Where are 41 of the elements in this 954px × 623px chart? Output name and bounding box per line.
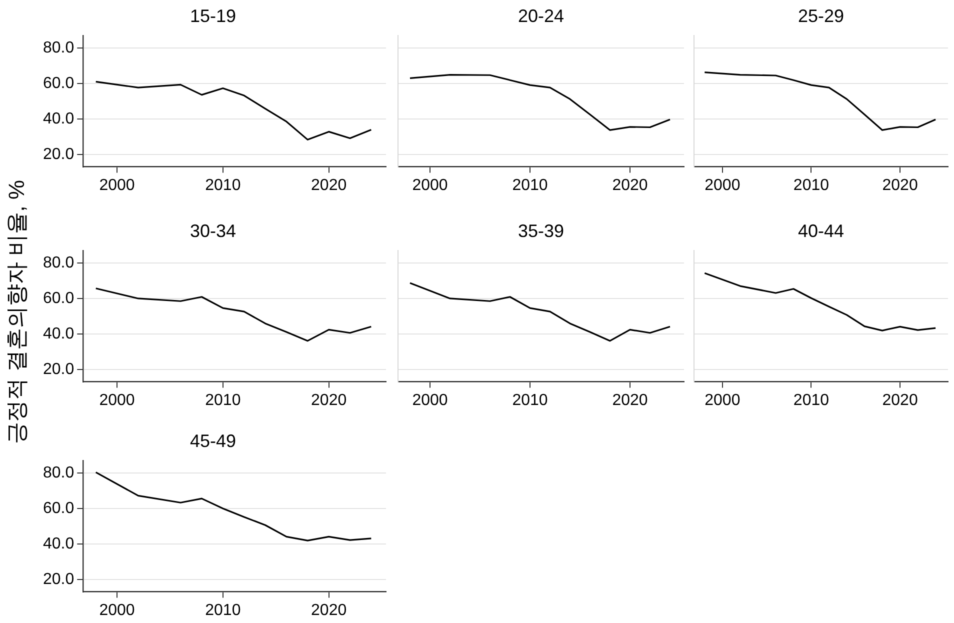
chart-title: 30-34: [190, 220, 236, 241]
chart-title: 45-49: [190, 430, 236, 451]
y-tick-label: 40.0: [43, 325, 74, 342]
x-tick-label: 2020: [311, 602, 347, 619]
chart-title: 25-29: [798, 6, 844, 26]
x-tick-label: 2010: [793, 176, 830, 194]
y-tick-label: 60.0: [43, 74, 74, 92]
y-tick-label: 80.0: [43, 39, 74, 56]
x-tick-label: 2010: [205, 602, 241, 619]
x-tick-label: 2000: [99, 392, 135, 409]
x-tick-label: 2000: [704, 176, 740, 194]
x-tick-label: 2020: [311, 176, 347, 194]
chart-title: 40-44: [798, 220, 844, 241]
y-axis-title: 긍정적 결혼의향자 비율, %: [3, 179, 30, 444]
x-tick-label: 2020: [882, 392, 918, 409]
chart-title: 20-24: [518, 6, 564, 26]
x-tick-label: 2020: [882, 176, 918, 194]
y-tick-label: 80.0: [43, 464, 74, 482]
y-tick-label: 20.0: [43, 570, 74, 588]
x-tick-label: 2000: [412, 176, 448, 194]
x-tick-label: 2010: [205, 176, 241, 194]
chart-title: 15-19: [190, 6, 236, 26]
y-tick-label: 60.0: [43, 500, 74, 517]
y-tick-label: 60.0: [43, 290, 74, 307]
y-tick-label: 40.0: [43, 535, 74, 552]
y-tick-label: 40.0: [43, 110, 74, 128]
y-tick-label: 20.0: [43, 146, 74, 163]
x-tick-label: 2010: [512, 176, 548, 194]
x-tick-label: 2000: [704, 392, 740, 409]
x-tick-label: 2010: [512, 392, 548, 409]
x-tick-label: 2020: [311, 392, 347, 409]
y-tick-label: 80.0: [43, 254, 74, 272]
chart-title: 35-39: [518, 220, 564, 241]
x-tick-label: 2000: [99, 602, 135, 619]
y-tick-label: 20.0: [43, 360, 74, 378]
x-tick-label: 2000: [412, 392, 448, 409]
x-tick-label: 2020: [612, 176, 648, 194]
x-tick-label: 2010: [793, 392, 830, 409]
x-tick-label: 2020: [612, 392, 648, 409]
x-tick-label: 2000: [99, 176, 135, 194]
x-tick-label: 2010: [205, 392, 241, 409]
